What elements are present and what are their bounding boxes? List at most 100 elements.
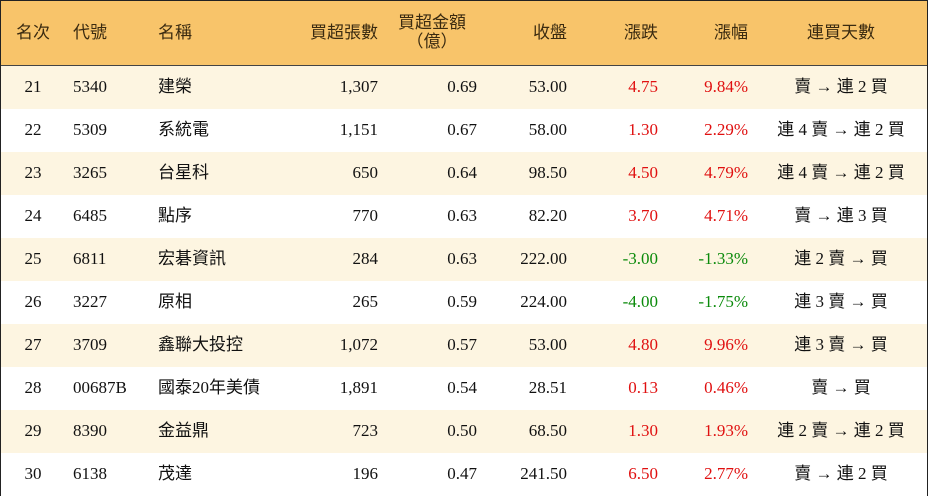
header-cell: 買超金額 （億） (383, 1, 481, 65)
table-cell: 0.57 (447, 335, 477, 355)
table-cell: 265 (352, 292, 379, 312)
table-cell: 連 2 賣 → 買 (794, 249, 888, 269)
table-cell: 4.50 (628, 163, 658, 183)
table-cell: 98.50 (528, 163, 567, 183)
table-cell: 賣 → 連 2 買 (794, 464, 888, 484)
table-cell: 4.79% (704, 163, 748, 183)
table-cell: 23 (24, 163, 42, 183)
table-cell: 68.50 (528, 421, 567, 441)
table-cell: 6138 (73, 464, 107, 484)
table-row: 25 6811 宏碁資訊 284 0.63 222.00 -3.00 -1.33% 連 2 賣 … (1, 238, 927, 281)
table-cell: 3709 (73, 335, 107, 355)
table-cell: 0.63 (447, 206, 477, 226)
table-cell: 金益鼎 (158, 421, 209, 441)
table-cell: 3.70 (628, 206, 658, 226)
header-cell: 名次 (16, 22, 50, 42)
table-cell: 6485 (73, 206, 107, 226)
table-row: 26 3227 原相 265 0.59 224.00 -4.00 -1.75% 連 3 賣 → … (1, 281, 927, 324)
table-cell: 3227 (73, 292, 107, 312)
table-cell: 茂達 (158, 464, 192, 484)
table-cell: -1.75% (698, 292, 748, 312)
header-cell: 名稱 (158, 22, 192, 42)
table-row: 21 5340 建榮 1,307 0.69 53.00 4.75 9.84% 賣 → 連 2 買 (1, 66, 927, 109)
table-cell: 0.59 (447, 292, 477, 312)
header-cell: 收盤 (533, 22, 567, 42)
table-cell: 6811 (73, 249, 107, 269)
header-cell: 買超張數 (310, 22, 378, 42)
table-cell: 0.64 (447, 163, 477, 183)
table-cell: 30 (24, 464, 42, 484)
table-cell: 650 (352, 163, 379, 183)
table-cell: 723 (352, 421, 379, 441)
table-cell: 3265 (73, 163, 107, 183)
table-cell: 241.50 (520, 464, 567, 484)
table-cell: 28 (24, 378, 42, 398)
table-row: 24 6485 點序 770 0.63 82.20 3.70 4.71% 賣 → 連 3 買 (1, 195, 927, 238)
table-cell: 222.00 (520, 249, 567, 269)
table-row: 22 5309 系統電 1,151 0.67 58.00 1.30 2.29% 連 4 賣 → … (1, 109, 927, 152)
table-cell: 224.00 (520, 292, 567, 312)
table-cell: 建榮 (158, 77, 192, 97)
header-cell: 連買天數 (807, 22, 875, 42)
table-cell: 0.54 (447, 378, 477, 398)
table-cell: 58.00 (528, 120, 567, 140)
table-cell: -1.33% (698, 249, 748, 269)
table-cell: 5309 (73, 120, 107, 140)
table-cell: 25 (24, 249, 42, 269)
table-cell: 22 (24, 120, 42, 140)
header-cell: 代號 (73, 22, 107, 42)
table-cell: 24 (24, 206, 42, 226)
table-cell: 27 (24, 335, 42, 355)
table-cell: 0.63 (447, 249, 477, 269)
table-cell: 1,072 (339, 335, 378, 355)
table-row: 30 6138 茂達 196 0.47 241.50 6.50 2.77% 賣 → 連 2 買 (1, 453, 927, 496)
header-line: （億） (406, 32, 458, 51)
table-cell: 1,307 (339, 77, 378, 97)
table-cell: 0.46% (704, 378, 748, 398)
table-cell: 2.29% (704, 120, 748, 140)
table-cell: 53.00 (528, 335, 567, 355)
table-cell: 賣 → 連 2 買 (794, 77, 888, 97)
table-cell: 台星科 (158, 163, 209, 183)
table-row: 29 8390 金益鼎 723 0.50 68.50 1.30 1.93% 連 2 賣 → 連 … (1, 410, 927, 453)
table-cell: 82.20 (528, 206, 567, 226)
table-cell: 26 (24, 292, 42, 312)
table-cell: 1,151 (339, 120, 378, 140)
table-cell: 284 (352, 249, 379, 269)
table-cell: 770 (352, 206, 379, 226)
table-cell: 8390 (73, 421, 107, 441)
table-row: 23 3265 台星科 650 0.64 98.50 4.50 4.79% 連 4 賣 → 連 … (1, 152, 927, 195)
table-cell: 29 (24, 421, 42, 441)
table-cell: 原相 (158, 292, 192, 312)
table-cell: -4.00 (622, 292, 658, 312)
table-cell: -3.00 (622, 249, 658, 269)
table-cell: 9.96% (704, 335, 748, 355)
table-cell: 00687B (73, 378, 127, 398)
table-cell: 宏碁資訊 (158, 249, 226, 269)
table-cell: 連 4 賣 → 連 2 買 (777, 163, 905, 183)
table-cell: 1,891 (339, 378, 378, 398)
table-cell: 4.75 (628, 77, 658, 97)
table-cell: 0.67 (447, 120, 477, 140)
table-cell: 4.71% (704, 206, 748, 226)
table-cell: 國泰20年美債 (158, 378, 260, 398)
table-cell: 21 (24, 77, 42, 97)
table-cell: 0.47 (447, 464, 477, 484)
table-cell: 1.30 (628, 120, 658, 140)
table-cell: 賣 → 連 3 買 (794, 206, 888, 226)
table-cell: 0.50 (447, 421, 477, 441)
table-cell: 賣 → 買 (811, 378, 871, 398)
table-row: 27 3709 鑫聯大投控 1,072 0.57 53.00 4.80 9.96% 連 3 賣 … (1, 324, 927, 367)
table-cell: 196 (352, 464, 379, 484)
table-cell: 53.00 (528, 77, 567, 97)
table-row: 28 00687B 國泰20年美債 1,891 0.54 28.51 0.13 0.46% 賣 … (1, 367, 927, 410)
table-cell: 1.93% (704, 421, 748, 441)
table-cell: 28.51 (528, 378, 567, 398)
table-cell: 2.77% (704, 464, 748, 484)
table-cell: 5340 (73, 77, 107, 97)
table-cell: 點序 (158, 206, 192, 226)
header-row: 名次 代號 名稱 買超張數 買超金額 （億） 收盤 漲跌 漲幅 連買天數 (1, 1, 927, 66)
table-cell: 0.13 (628, 378, 658, 398)
table-cell: 系統電 (158, 120, 209, 140)
